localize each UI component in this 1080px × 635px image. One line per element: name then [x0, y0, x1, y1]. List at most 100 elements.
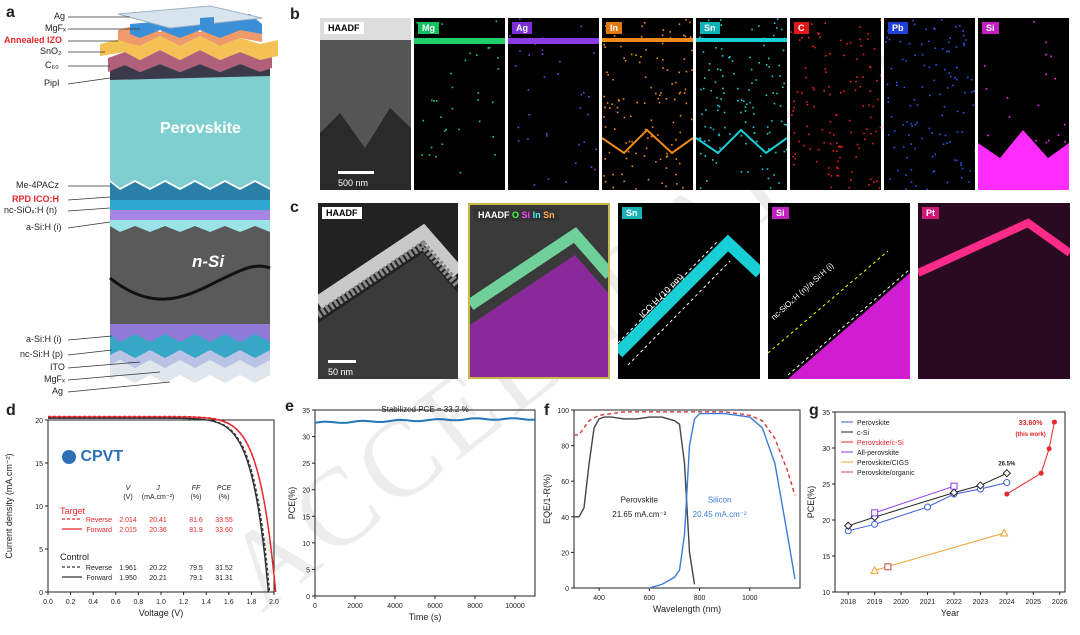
element-map-dot [680, 132, 682, 134]
x-tick-label: 2024 [999, 599, 1015, 606]
element-map-dot [874, 48, 876, 50]
table-header: V [126, 485, 132, 492]
pce-trace [315, 418, 535, 423]
element-map-dot [605, 181, 607, 183]
element-map-dot [666, 98, 668, 100]
element-map-dot [866, 128, 868, 130]
element-map-dot [718, 134, 720, 136]
element-map-dot [779, 75, 781, 77]
element-map-dot [843, 55, 845, 57]
element-map-dot [758, 25, 760, 27]
element-map-dot [704, 126, 706, 128]
element-map-dot [836, 142, 838, 144]
data-point [885, 564, 891, 570]
element-map-dot [984, 65, 986, 67]
element-map-dot [891, 116, 893, 118]
x-tick-label: 2021 [920, 599, 936, 606]
x-tick-label: 1.0 [156, 599, 166, 606]
x-tick-label: 2019 [867, 599, 883, 606]
element-map-dot [620, 46, 622, 48]
element-map-dot [911, 181, 913, 183]
y-tick-label: 20 [822, 518, 830, 525]
x-axis-label: Voltage (V) [139, 608, 184, 618]
element-map-dot [900, 41, 902, 43]
element-map-dot [651, 119, 653, 121]
element-map-dot [594, 169, 596, 171]
tem-c-haadf-image [318, 203, 458, 379]
y-tick-label: 20 [35, 418, 43, 425]
element-map-dot [905, 60, 907, 62]
element-map-dot [1045, 42, 1047, 44]
element-map-dot [639, 62, 641, 64]
element-map-dot [946, 142, 948, 144]
element-map-dot [680, 115, 682, 117]
element-map-dot [949, 37, 951, 39]
data-point [925, 504, 931, 510]
element-map-dot [728, 57, 730, 59]
element-map-dot [679, 163, 681, 165]
tem-c-si-tag: Si [772, 207, 789, 219]
element-map-dot [667, 155, 669, 157]
element-map-dot [700, 89, 702, 91]
element-map-dot [955, 26, 957, 28]
element-map-dot [584, 141, 586, 143]
table-cell: 20.41 [149, 517, 167, 524]
table-header: FF [192, 485, 201, 492]
element-map-dot [715, 47, 717, 49]
overlay-si-region [470, 255, 610, 379]
element-map-dot [945, 135, 947, 137]
element-map-dot [710, 127, 712, 129]
element-map-dot [1050, 56, 1052, 58]
element-map-dot [469, 53, 471, 55]
table-header-unit: (%) [219, 494, 230, 501]
element-map-dot [492, 102, 494, 104]
element-map-dot [942, 115, 944, 117]
tem-b-tag-c: C [794, 22, 809, 34]
element-map-dot [880, 127, 881, 129]
element-map-dot [724, 127, 726, 129]
element-map-dot [921, 138, 923, 140]
element-map-dot [720, 24, 722, 26]
table-cell: 20.22 [149, 565, 167, 572]
x-tick-label: 1.8 [247, 599, 257, 606]
element-map-dot [724, 112, 726, 114]
element-map-dot [1045, 54, 1047, 56]
element-map-dot [965, 39, 967, 41]
y-tick-label: 15 [35, 461, 43, 468]
element-map-dot [686, 71, 688, 73]
element-map-dot [862, 76, 864, 78]
element-map-dot [812, 87, 814, 89]
element-map-dot [906, 157, 908, 159]
element-interface-line [602, 130, 693, 153]
element-map-dot [720, 98, 722, 100]
element-map-dot [635, 188, 637, 190]
element-map-dot [548, 178, 550, 180]
element-map-dot [662, 43, 664, 45]
element-map-dot [872, 143, 874, 145]
element-map-dot [867, 33, 869, 35]
element-map-dot [839, 157, 841, 159]
element-map-dot [631, 54, 633, 56]
element-top-band [414, 38, 505, 44]
eqe-curve [574, 412, 795, 496]
element-map-dot [720, 19, 722, 21]
data-point [1039, 471, 1044, 476]
element-map-dot [743, 100, 745, 102]
element-map-dot [625, 142, 627, 144]
tem-c-pt-image [918, 203, 1070, 379]
y-tick-label: 0 [565, 586, 569, 593]
element-map-dot [828, 86, 830, 88]
x-tick-label: 2020 [893, 599, 909, 606]
element-map-dot [675, 174, 677, 176]
table-cell: 81.9 [189, 527, 203, 534]
element-map-dot [850, 179, 852, 181]
element-map-dot [745, 121, 747, 123]
element-map-dot [614, 35, 616, 37]
element-map-dot [961, 177, 963, 179]
element-map-dot [704, 77, 706, 79]
element-map-dot [957, 131, 959, 133]
element-map-dot [636, 102, 638, 104]
element-map-dot [737, 88, 739, 90]
x-tick-label: 2000 [347, 603, 363, 610]
element-map-dot [793, 107, 795, 109]
